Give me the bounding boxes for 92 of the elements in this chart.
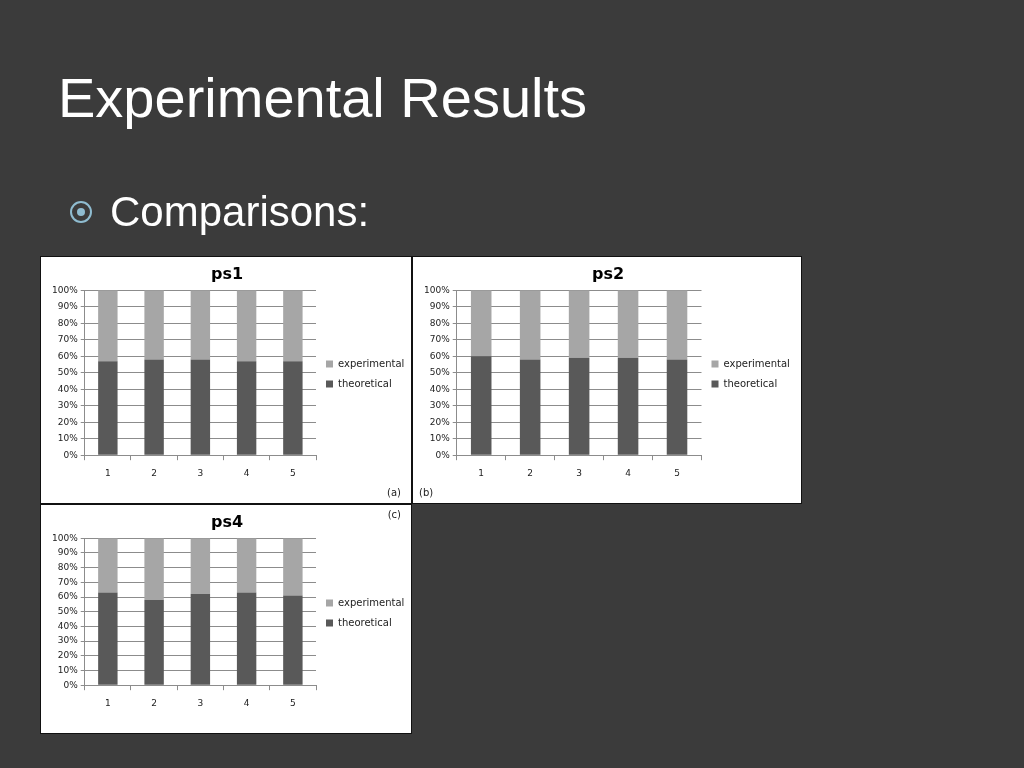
y-tick-label: 100% — [52, 532, 79, 543]
y-tick-label: 60% — [429, 350, 451, 361]
y-tick-label: 40% — [429, 383, 451, 394]
x-tick-label: 5 — [674, 467, 680, 478]
text: (c) — [387, 509, 401, 521]
x-tick-label: 2 — [151, 697, 157, 708]
bar — [617, 290, 639, 358]
bar — [470, 356, 492, 455]
y-tick-label: 50% — [57, 606, 79, 617]
y-tick-label: 60% — [57, 591, 79, 602]
x-tick-label: 4 — [243, 467, 250, 478]
y-tick-label: 100% — [424, 284, 451, 295]
chart-title: ps2 — [591, 263, 625, 283]
y-tick-label: 50% — [57, 367, 79, 378]
bar — [283, 595, 303, 685]
bar — [617, 357, 639, 455]
y-tick-label: 80% — [429, 317, 451, 328]
bar — [568, 357, 590, 455]
y-tick-label: 70% — [57, 334, 79, 345]
legend-label: experimental — [723, 357, 790, 369]
bar — [190, 538, 211, 595]
x-tick-label: 2 — [527, 467, 534, 478]
y-tick-label: 40% — [57, 383, 79, 394]
x-tick-label: 3 — [197, 697, 204, 708]
y-tick-label: 30% — [57, 635, 79, 646]
y-tick-label: 0% — [435, 449, 451, 460]
bar — [144, 538, 164, 600]
y-tick-label: 10% — [429, 433, 451, 444]
x-tick-label: 1 — [104, 467, 111, 478]
bar — [283, 361, 303, 455]
text: (b) — [419, 487, 434, 499]
x-tick-label: 5 — [290, 697, 296, 708]
y-tick-label: 0% — [63, 449, 79, 460]
bar — [666, 290, 688, 360]
x-tick-label: 4 — [625, 467, 632, 478]
bar — [98, 538, 118, 593]
x-tick-label: 5 — [290, 467, 296, 478]
y-tick-label: 100% — [52, 284, 79, 295]
bar — [144, 599, 164, 685]
bar — [236, 592, 257, 685]
bar — [144, 359, 164, 455]
y-tick-label: 30% — [429, 400, 451, 411]
y-tick-label: 60% — [57, 350, 79, 361]
y-tick-label: 90% — [57, 547, 79, 558]
bar — [98, 592, 118, 685]
x-tick-label: 1 — [478, 467, 485, 478]
x-tick-label: 4 — [243, 697, 250, 708]
y-tick-label: 10% — [57, 664, 79, 675]
legend-label: theoretical — [338, 377, 392, 389]
x-tick-label: 3 — [197, 467, 204, 478]
chart-title: ps1 — [210, 263, 244, 283]
bar — [236, 538, 257, 593]
bar — [283, 290, 303, 362]
y-tick-label: 50% — [429, 367, 451, 378]
bar — [283, 538, 303, 596]
y-tick-label: 70% — [429, 334, 451, 345]
bar — [519, 290, 541, 360]
y-tick-label: 80% — [57, 561, 79, 572]
bar — [98, 361, 118, 455]
bar — [236, 361, 257, 455]
y-tick-label: 90% — [57, 301, 79, 312]
bar — [98, 290, 118, 362]
legend-label: theoretical — [338, 616, 392, 628]
y-tick-label: 20% — [57, 650, 79, 661]
bar — [190, 594, 211, 685]
bar — [666, 359, 688, 455]
x-tick-label: 3 — [576, 467, 582, 478]
y-tick-label: 80% — [57, 317, 79, 328]
bar — [190, 359, 211, 455]
y-tick-label: 20% — [429, 416, 451, 427]
bar — [470, 290, 492, 357]
y-tick-label: 90% — [429, 301, 451, 312]
bar — [190, 290, 211, 360]
legend-label: experimental — [338, 596, 405, 608]
y-tick-label: 10% — [57, 433, 79, 444]
legend-label: theoretical — [723, 377, 778, 389]
bar — [236, 290, 257, 362]
bar — [568, 290, 590, 358]
y-tick-label: 40% — [57, 620, 79, 631]
chart-title: ps4 — [210, 511, 244, 531]
x-tick-label: 2 — [151, 467, 157, 478]
text: (a) — [387, 487, 401, 499]
y-tick-label: 70% — [57, 576, 79, 587]
bar — [519, 359, 541, 455]
legend-label: experimental — [338, 357, 405, 369]
x-tick-label: 1 — [104, 697, 111, 708]
y-tick-label: 30% — [57, 400, 79, 411]
bar — [144, 290, 164, 360]
text: Comparisons: — [110, 188, 370, 235]
text: Experimental Results — [58, 66, 588, 130]
y-tick-label: 0% — [63, 679, 79, 690]
y-tick-label: 20% — [57, 416, 79, 427]
